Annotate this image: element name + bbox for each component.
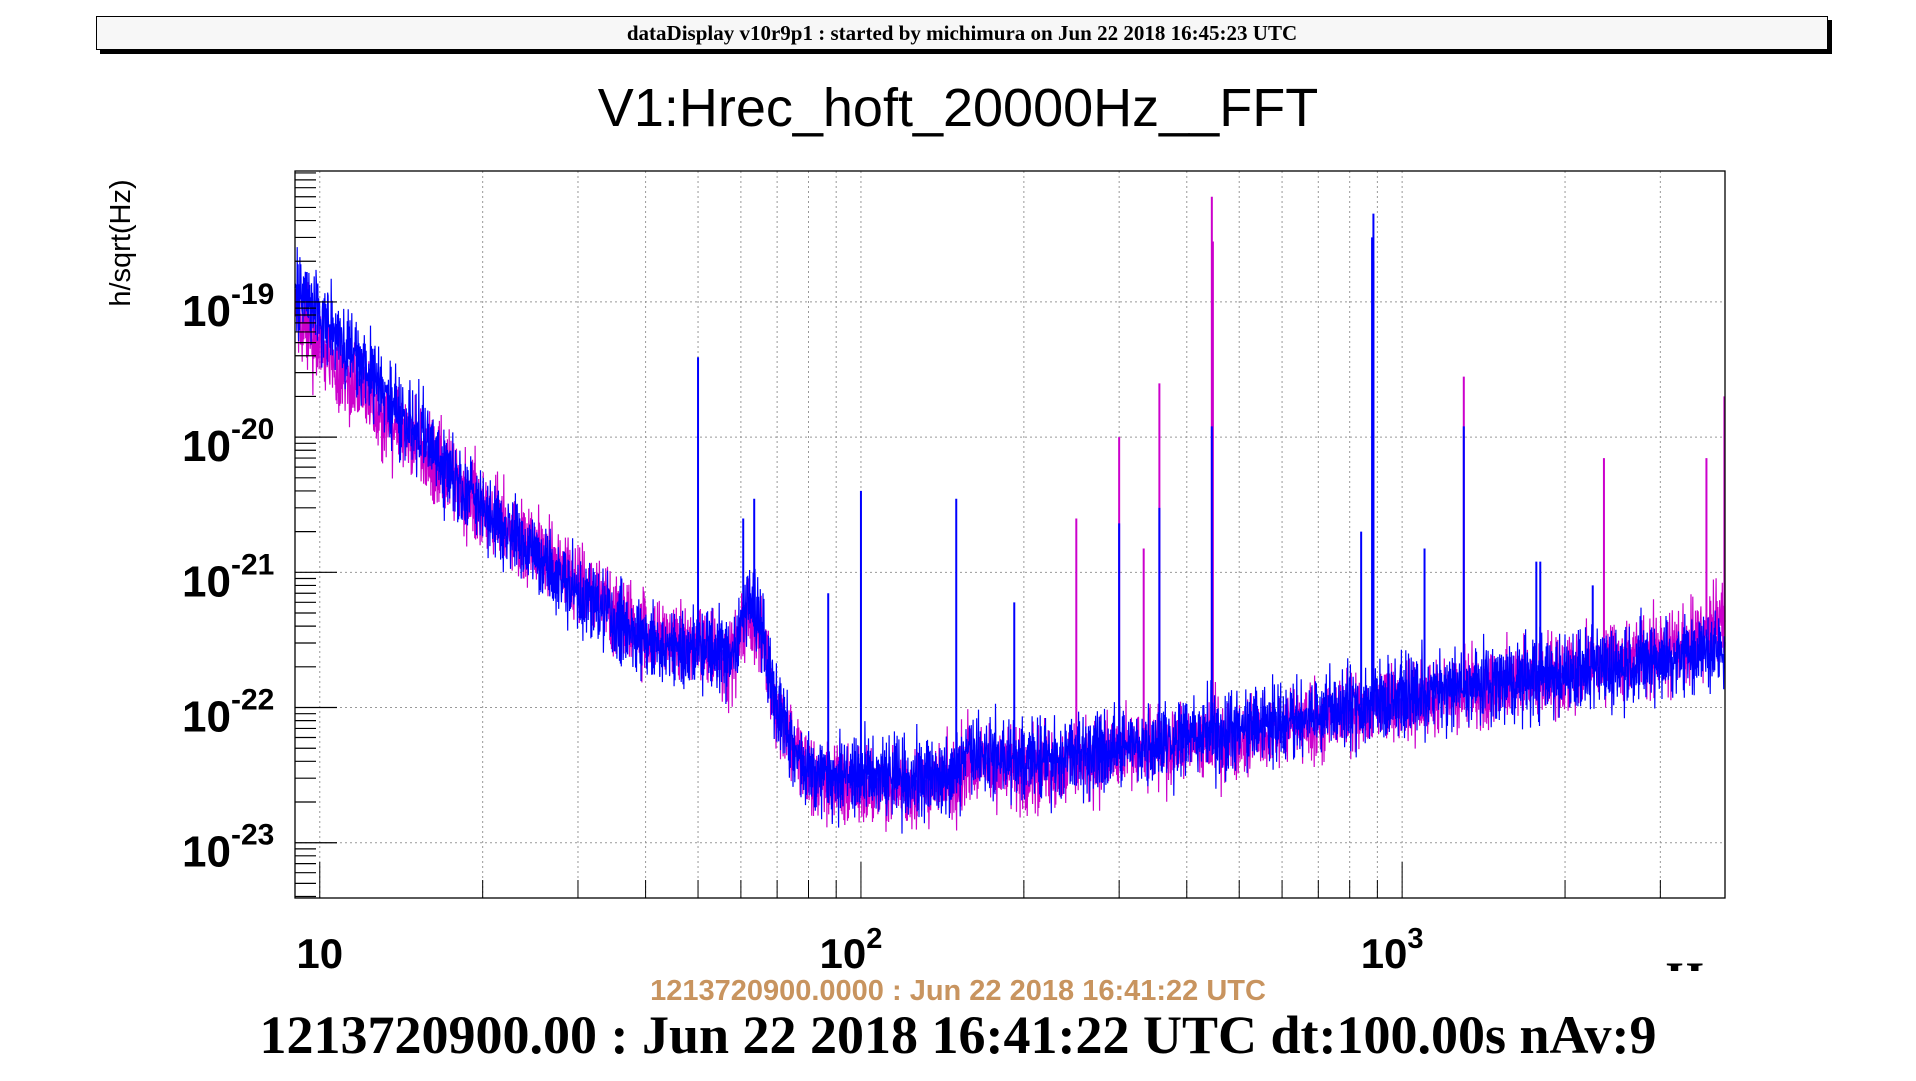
y-axis-label: h/sqrt(Hz) [105, 179, 137, 306]
title-banner: dataDisplay v10r9p1 : started by michimu… [96, 16, 1828, 50]
x-tick-label: 103 [1361, 923, 1424, 977]
reference-timestamp: 1213720900.0000 : Jun 22 2018 16:41:22 U… [650, 975, 1266, 1007]
y-tick-labels: 10-19 10-20 10-21 10-22 10-23 [182, 278, 274, 877]
x-tick-label: 102 [820, 923, 883, 977]
y-tick-label: 10-19 [182, 278, 274, 336]
y-tick-label: 10-21 [182, 548, 274, 606]
series-current-trace [294, 247, 1726, 834]
x-axis-label-clip: Hz [1666, 953, 1725, 1006]
axes [294, 170, 1726, 899]
chart-title: V1:Hrec_hoft_20000Hz__FFT [597, 78, 1319, 138]
traces [294, 196, 1726, 834]
x-axis-label: Hz [1666, 953, 1725, 1006]
y-tick-label: 10-22 [182, 684, 274, 742]
y-tick-label: 10-23 [182, 819, 274, 877]
y-tick-label: 10-20 [182, 413, 274, 471]
x-tick-label: 10 [296, 930, 343, 977]
x-tick-labels: 10 102 103 [296, 923, 1423, 977]
measurement-timestamp: 1213720900.00 : Jun 22 2018 16:41:22 UTC… [259, 1005, 1657, 1065]
plot-frame [294, 170, 1726, 899]
